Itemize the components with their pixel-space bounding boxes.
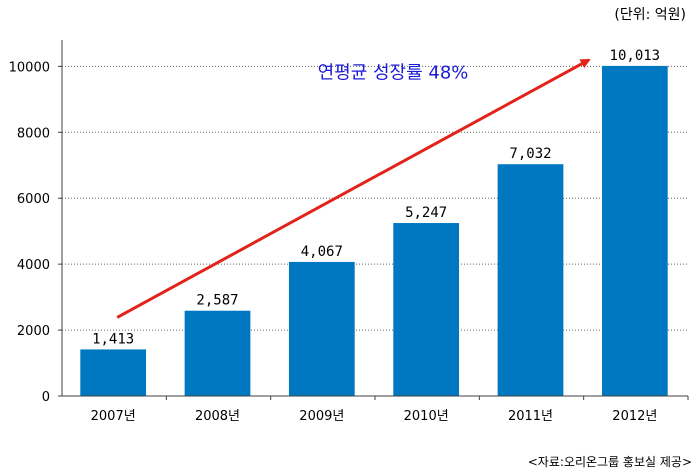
growth-rate-label: 연평균 성장률 48%: [318, 63, 469, 84]
y-tick-label: 8000: [17, 126, 50, 141]
growth-annotation: 연평균 성장률 48%: [116, 58, 591, 319]
bar: [288, 261, 355, 396]
bar-value-label: 1,413: [92, 331, 134, 347]
source-label: <자료:오리온그룹 홍보실 제공>: [527, 455, 692, 469]
bar: [80, 349, 147, 396]
x-tick-label: 2010년: [404, 409, 449, 424]
bar: [184, 310, 251, 396]
y-tick-label: 2000: [17, 324, 50, 339]
bars: 1,413 2,587 4,067 5,247 7,032 10,013: [80, 48, 668, 397]
bar: [497, 164, 564, 396]
x-tick-label: 2008년: [195, 409, 240, 424]
bar-value-label: 2,587: [196, 293, 238, 309]
x-axis: 2007년 2008년 2009년 2010년 2011년 2012년: [62, 395, 689, 424]
y-axis: 0 2000 4000 6000 8000 10000: [9, 40, 63, 405]
bar: [601, 65, 668, 397]
bar-value-label: 7,032: [509, 146, 551, 162]
bar-value-label: 10,013: [610, 48, 661, 64]
x-tick-label: 2007년: [91, 409, 136, 424]
bar-value-label: 4,067: [301, 244, 343, 260]
x-tick-label: 2009년: [299, 409, 344, 424]
growth-arrow: [116, 58, 591, 319]
y-tick-label: 0: [42, 390, 50, 405]
y-tick-label: 4000: [17, 258, 50, 273]
x-tick-label: 2011년: [508, 409, 553, 424]
unit-label: (단위: 억원): [614, 7, 686, 23]
y-tick-label: 6000: [17, 192, 50, 207]
x-tick-label: 2012년: [612, 409, 657, 424]
bar-value-label: 5,247: [405, 205, 447, 221]
grid-lines: [62, 65, 688, 331]
bar: [393, 223, 460, 396]
y-tick-label: 10000: [9, 60, 50, 75]
